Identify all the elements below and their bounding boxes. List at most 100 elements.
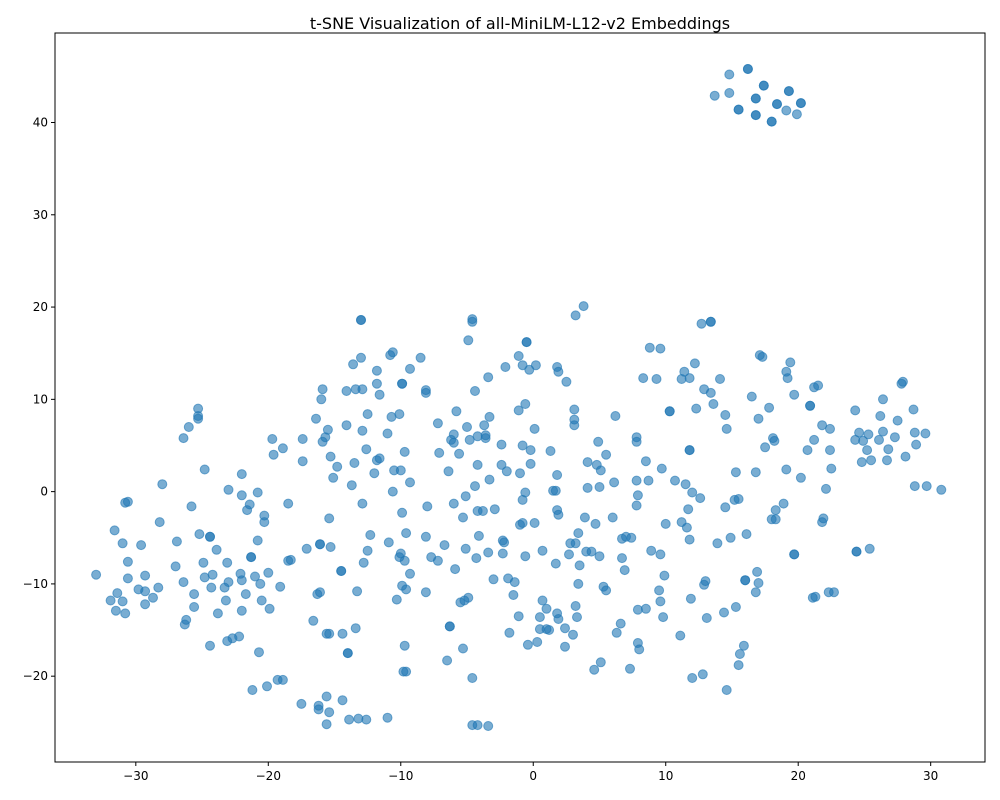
data-point bbox=[434, 447, 445, 458]
data-point bbox=[684, 373, 695, 384]
data-point bbox=[464, 434, 475, 445]
data-point bbox=[500, 362, 511, 372]
data-point bbox=[764, 402, 775, 413]
data-point bbox=[625, 663, 635, 674]
data-point bbox=[450, 564, 461, 575]
data-point bbox=[117, 538, 128, 549]
data-point bbox=[569, 404, 580, 415]
data-point bbox=[497, 548, 508, 559]
data-point bbox=[525, 458, 536, 469]
data-point bbox=[813, 380, 824, 391]
data-point bbox=[374, 453, 385, 464]
data-point bbox=[783, 86, 794, 97]
data-point bbox=[892, 415, 903, 426]
data-point bbox=[569, 414, 580, 425]
data-point bbox=[560, 623, 570, 634]
data-point bbox=[439, 540, 450, 551]
data-point bbox=[442, 655, 453, 666]
data-point bbox=[781, 105, 792, 116]
scatter-points bbox=[91, 64, 947, 731]
data-point bbox=[399, 640, 410, 651]
data-point bbox=[504, 627, 515, 638]
data-point bbox=[501, 466, 512, 477]
data-point bbox=[220, 595, 231, 606]
data-point bbox=[721, 423, 732, 434]
data-point bbox=[560, 641, 570, 652]
data-point bbox=[862, 445, 873, 456]
data-point bbox=[120, 608, 131, 619]
data-point bbox=[513, 351, 524, 361]
data-point bbox=[766, 116, 777, 127]
data-point bbox=[186, 501, 197, 512]
data-point bbox=[315, 539, 325, 550]
data-point bbox=[656, 463, 667, 474]
data-point bbox=[632, 604, 643, 615]
data-point bbox=[701, 613, 712, 623]
chart-title: t-SNE Visualization of all-MiniLM-L12-v2… bbox=[310, 14, 730, 33]
data-point bbox=[738, 640, 749, 651]
data-point bbox=[356, 315, 366, 325]
data-point bbox=[529, 518, 540, 528]
data-point bbox=[267, 434, 278, 444]
data-point bbox=[153, 582, 164, 593]
data-point bbox=[908, 404, 919, 415]
data-point bbox=[720, 502, 731, 513]
data-point bbox=[479, 420, 490, 431]
data-point bbox=[371, 365, 382, 376]
data-point bbox=[462, 422, 472, 432]
data-point bbox=[582, 457, 593, 468]
data-point bbox=[720, 410, 731, 420]
data-point bbox=[401, 528, 412, 539]
data-point bbox=[181, 614, 192, 625]
x-axis-ticks: −30 −20 −10 0 10 20 30 bbox=[123, 762, 938, 783]
data-point bbox=[631, 436, 642, 447]
data-point bbox=[508, 590, 519, 600]
data-point bbox=[356, 352, 366, 363]
y-tick-label: −10 bbox=[23, 577, 48, 591]
data-point bbox=[337, 695, 348, 706]
data-point bbox=[593, 436, 604, 447]
data-point bbox=[365, 530, 376, 540]
data-point bbox=[643, 475, 654, 486]
data-point bbox=[308, 615, 319, 626]
data-point bbox=[631, 475, 642, 486]
data-point bbox=[617, 553, 627, 564]
data-point bbox=[361, 444, 372, 455]
data-point bbox=[454, 448, 465, 459]
data-point bbox=[791, 109, 802, 120]
data-point bbox=[607, 512, 618, 523]
data-point bbox=[415, 352, 426, 363]
data-point bbox=[634, 644, 645, 655]
data-point bbox=[451, 406, 462, 417]
data-point bbox=[236, 469, 247, 480]
data-point bbox=[207, 569, 218, 580]
data-point bbox=[382, 712, 393, 723]
data-point bbox=[537, 545, 548, 556]
data-point bbox=[140, 599, 151, 610]
data-point bbox=[680, 479, 691, 490]
plot-frame bbox=[54, 32, 986, 763]
data-point bbox=[256, 595, 267, 606]
data-point bbox=[460, 543, 471, 554]
data-point bbox=[553, 509, 564, 520]
data-point bbox=[189, 602, 200, 612]
y-tick-label: 40 bbox=[33, 116, 48, 130]
data-point bbox=[889, 432, 900, 443]
y-tick-label: 0 bbox=[40, 485, 48, 499]
data-point bbox=[750, 467, 761, 478]
data-point bbox=[632, 490, 643, 501]
data-point bbox=[781, 464, 792, 475]
data-point bbox=[708, 399, 719, 409]
data-point bbox=[863, 429, 874, 440]
data-point bbox=[275, 581, 286, 592]
data-point bbox=[805, 400, 816, 411]
data-point bbox=[470, 481, 480, 492]
data-point bbox=[463, 592, 474, 603]
data-point bbox=[448, 498, 459, 509]
data-point bbox=[382, 428, 393, 439]
data-point bbox=[609, 477, 620, 488]
data-point bbox=[573, 578, 584, 589]
data-point bbox=[199, 464, 210, 475]
data-point bbox=[463, 335, 474, 346]
data-point bbox=[361, 714, 372, 725]
